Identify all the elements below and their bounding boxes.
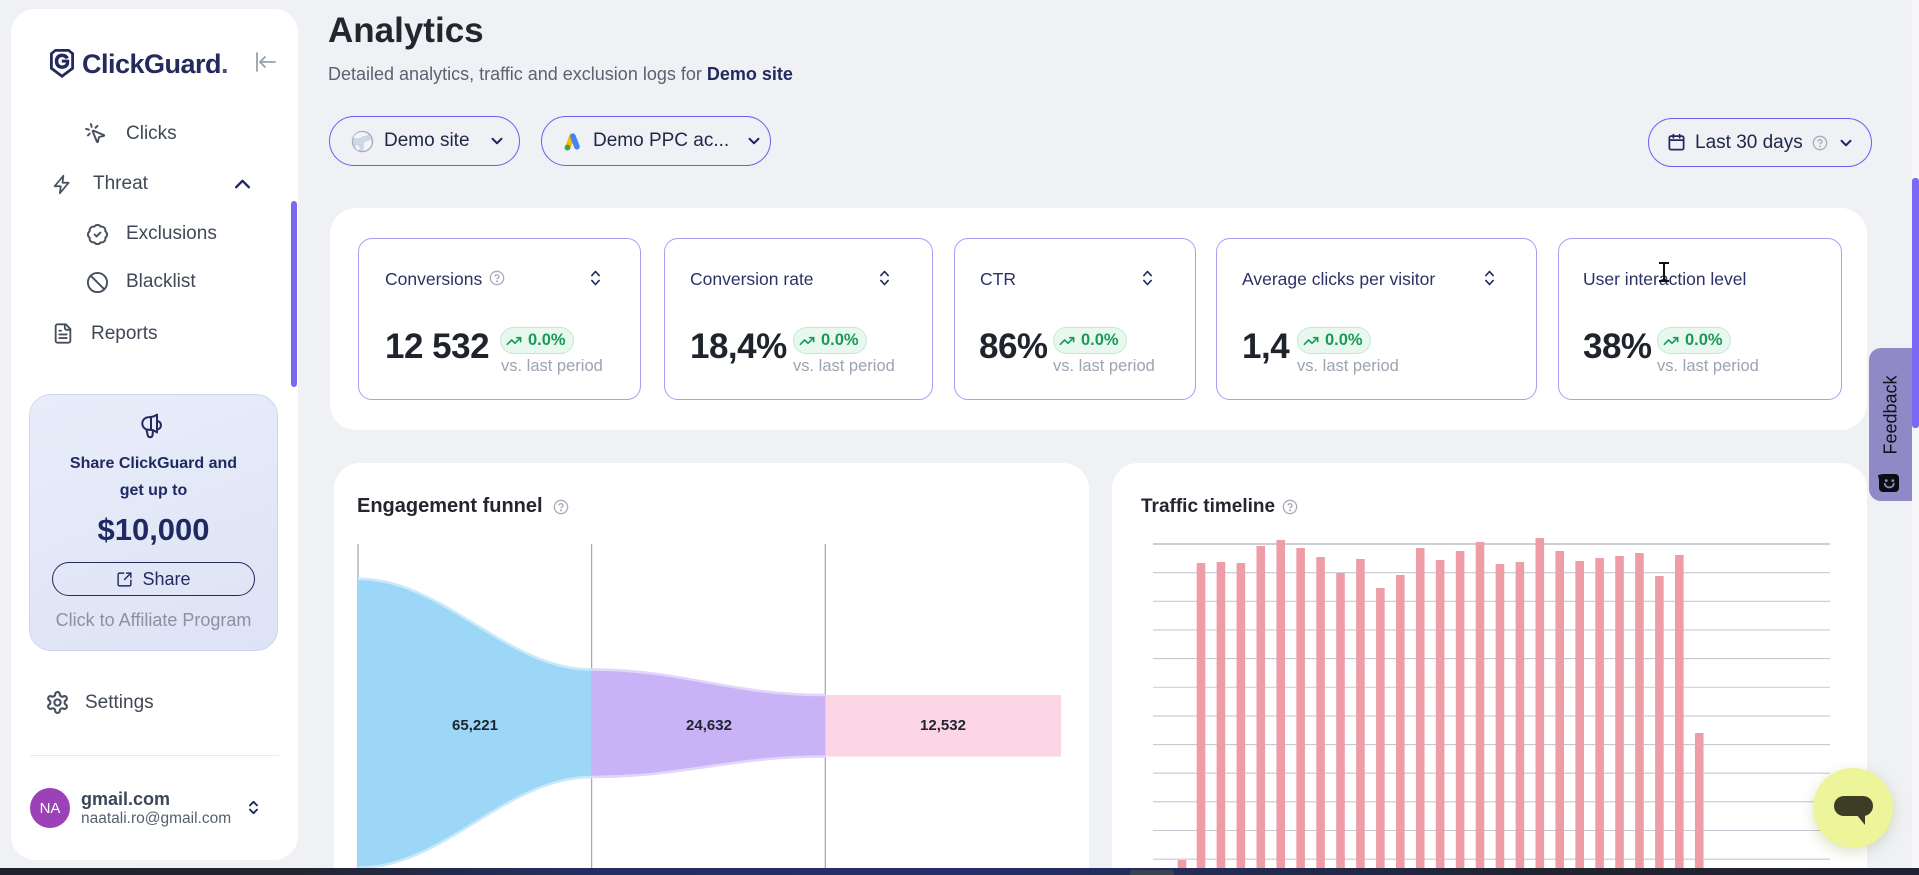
- svg-text:24,632: 24,632: [686, 717, 732, 734]
- svg-text:12,532: 12,532: [920, 717, 966, 734]
- svg-text:65,221: 65,221: [452, 717, 498, 734]
